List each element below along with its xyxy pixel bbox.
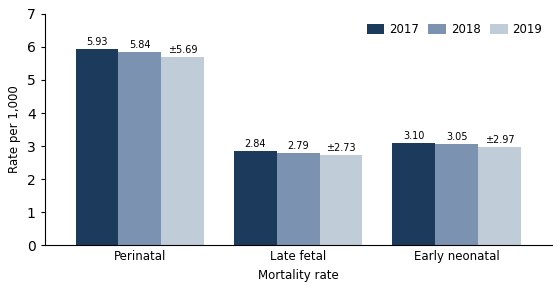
Text: ±2.97: ±2.97 bbox=[484, 135, 514, 145]
Bar bbox=[161, 57, 204, 245]
Y-axis label: Rate per 1,000: Rate per 1,000 bbox=[8, 86, 21, 173]
Text: 3.10: 3.10 bbox=[403, 131, 424, 141]
Text: 3.05: 3.05 bbox=[446, 133, 468, 142]
Text: 5.93: 5.93 bbox=[86, 37, 108, 47]
Bar bbox=[277, 153, 320, 245]
Bar bbox=[393, 143, 435, 245]
Text: 2.79: 2.79 bbox=[287, 141, 309, 151]
Bar bbox=[435, 144, 478, 245]
Bar bbox=[76, 49, 119, 245]
X-axis label: Mortality rate: Mortality rate bbox=[258, 269, 339, 282]
Bar bbox=[478, 147, 521, 245]
Text: ±2.73: ±2.73 bbox=[326, 143, 356, 153]
Bar bbox=[234, 151, 277, 245]
Text: 2.84: 2.84 bbox=[245, 139, 266, 149]
Bar bbox=[119, 52, 161, 245]
Text: ±5.69: ±5.69 bbox=[168, 45, 197, 55]
Legend: 2017, 2018, 2019: 2017, 2018, 2019 bbox=[363, 20, 546, 40]
Text: 5.84: 5.84 bbox=[129, 40, 151, 50]
Bar bbox=[320, 155, 362, 245]
